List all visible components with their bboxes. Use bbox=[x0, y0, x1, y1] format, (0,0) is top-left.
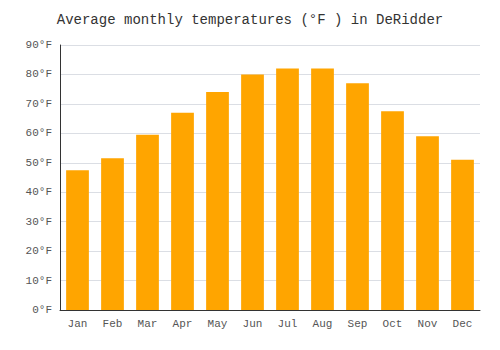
svg-text:Apr: Apr bbox=[173, 318, 193, 330]
svg-text:0°F: 0°F bbox=[32, 304, 52, 316]
svg-text:Mar: Mar bbox=[138, 318, 158, 330]
svg-text:Feb: Feb bbox=[103, 318, 123, 330]
svg-text:90°F: 90°F bbox=[26, 39, 52, 51]
svg-text:30°F: 30°F bbox=[26, 216, 52, 228]
svg-text:Jul: Jul bbox=[278, 318, 298, 330]
svg-text:Jun: Jun bbox=[243, 318, 263, 330]
svg-text:10°F: 10°F bbox=[26, 275, 52, 287]
svg-text:20°F: 20°F bbox=[26, 245, 52, 257]
svg-text:Oct: Oct bbox=[383, 318, 403, 330]
svg-text:Sep: Sep bbox=[348, 318, 368, 330]
svg-text:80°F: 80°F bbox=[26, 68, 52, 80]
svg-text:70°F: 70°F bbox=[26, 98, 52, 110]
svg-text:60°F: 60°F bbox=[26, 127, 52, 139]
svg-text:May: May bbox=[208, 318, 228, 330]
svg-text:Dec: Dec bbox=[453, 318, 473, 330]
svg-text:40°F: 40°F bbox=[26, 186, 52, 198]
svg-text:Average monthly temperatures (: Average monthly temperatures (°F ) in De… bbox=[57, 12, 443, 28]
svg-text:50°F: 50°F bbox=[26, 157, 52, 169]
svg-text:Jan: Jan bbox=[68, 318, 88, 330]
svg-text:Nov: Nov bbox=[418, 318, 438, 330]
svg-text:Aug: Aug bbox=[313, 318, 333, 330]
